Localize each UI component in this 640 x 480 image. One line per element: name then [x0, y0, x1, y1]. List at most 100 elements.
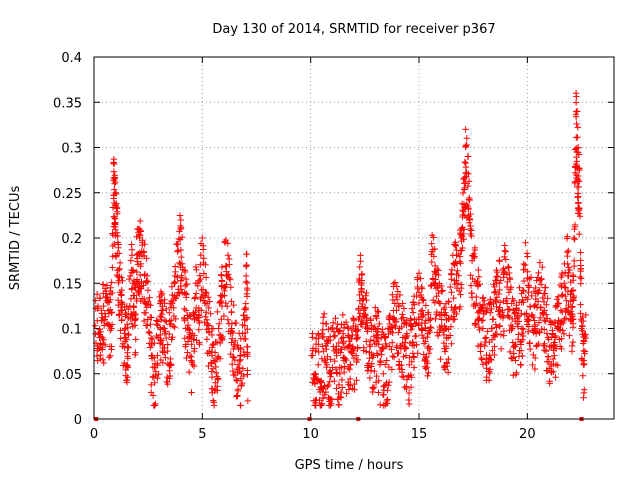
- scatter-point: [580, 361, 587, 368]
- scatter-point: [363, 319, 371, 327]
- scatter-point: [178, 233, 186, 241]
- scatter-point: [369, 384, 376, 391]
- scatter-point: [492, 298, 500, 305]
- scatter-point: [358, 289, 365, 296]
- scatter-point: [112, 189, 119, 196]
- scatter-point: [539, 263, 546, 271]
- scatter-point: [124, 343, 131, 350]
- scatter-point: [340, 368, 348, 376]
- scatter-point: [421, 354, 429, 362]
- scatter-point: [489, 347, 496, 354]
- scatter-point: [117, 335, 124, 342]
- scatter-point: [237, 344, 244, 351]
- scatter-point: [564, 288, 572, 295]
- scatter-point: [228, 325, 235, 332]
- scatter-point: [355, 306, 362, 314]
- scatter-point: [100, 302, 107, 310]
- scatter-point: [182, 307, 190, 314]
- scatter-point: [488, 325, 496, 332]
- scatter-point: [513, 369, 520, 376]
- scatter-point: [481, 335, 489, 342]
- scatter-point: [208, 352, 216, 359]
- scatter-point: [188, 389, 195, 396]
- scatter-point: [389, 353, 396, 360]
- scatter-point: [108, 279, 115, 286]
- scatter-point: [176, 290, 183, 297]
- scatter-point: [105, 354, 113, 361]
- scatter-point: [354, 345, 361, 353]
- scatter-point: [495, 290, 503, 298]
- scatter-point: [356, 275, 363, 282]
- scatter-point: [452, 304, 459, 311]
- scatter-point: [376, 320, 383, 328]
- scatter-point: [95, 345, 103, 352]
- scatter-point: [137, 260, 145, 268]
- scatter-point: [448, 266, 456, 274]
- scatter-point: [410, 354, 418, 361]
- scatter-point: [502, 248, 509, 255]
- scatter-point: [565, 247, 572, 255]
- scatter-point: [211, 349, 219, 356]
- scatter-point: [515, 318, 523, 325]
- scatter-point: [195, 307, 203, 314]
- scatter-point: [480, 310, 487, 318]
- scatter-point: [568, 310, 575, 318]
- scatter-point: [427, 314, 434, 322]
- scatter-point: [327, 336, 334, 344]
- scatter-point: [576, 204, 583, 212]
- scatter-point: [174, 241, 182, 248]
- scatter-point: [375, 308, 382, 316]
- scatter-point: [390, 315, 398, 322]
- scatter-point: [577, 301, 584, 308]
- scatter-point: [159, 324, 167, 332]
- scatter-point: [491, 289, 498, 296]
- scatter-point: [166, 372, 174, 380]
- scatter-point: [362, 311, 369, 319]
- scatter-point: [368, 363, 375, 370]
- scatter-point: [195, 326, 203, 333]
- scatter-point: [569, 286, 577, 294]
- scatter-point: [464, 182, 472, 190]
- scatter-point: [401, 383, 408, 391]
- scatter-point: [400, 373, 407, 381]
- scatter-point: [172, 295, 179, 302]
- scatter-point: [319, 343, 326, 350]
- scatter-point: [541, 326, 548, 333]
- scatter-point: [212, 369, 220, 376]
- scatter-point: [521, 261, 529, 269]
- scatter-point: [203, 322, 211, 329]
- scatter-point: [176, 212, 184, 219]
- scatter-point: [311, 370, 319, 377]
- scatter-point: [483, 307, 490, 314]
- y-tick-label: 0.1: [61, 323, 82, 338]
- scatter-point: [353, 358, 360, 366]
- scatter-point: [144, 278, 152, 285]
- scatter-point: [562, 292, 569, 300]
- scatter-point: [240, 312, 247, 319]
- scatter-point: [519, 352, 526, 360]
- scatter-point: [558, 335, 565, 342]
- scatter-point: [153, 332, 160, 340]
- scatter-point: [425, 327, 433, 334]
- scatter-point: [165, 330, 173, 338]
- scatter-point: [159, 359, 166, 366]
- scatter-point: [207, 310, 214, 317]
- x-tick-label: 15: [411, 427, 428, 442]
- scatter-point: [175, 235, 183, 243]
- scatter-point: [438, 288, 445, 295]
- scatter-point: [500, 265, 507, 272]
- scatter-point: [341, 363, 348, 370]
- scatter-point: [475, 273, 483, 280]
- scatter-point: [200, 255, 207, 262]
- scatter-point: [221, 239, 229, 246]
- scatter-point: [366, 355, 373, 362]
- scatter-point: [343, 344, 351, 352]
- scatter-point: [344, 323, 351, 331]
- scatter-point: [315, 348, 322, 356]
- scatter-point: [183, 354, 190, 362]
- scatter-point: [450, 294, 457, 302]
- scatter-point: [576, 177, 583, 185]
- scatter-point: [332, 315, 339, 322]
- scatter-point: [386, 343, 393, 350]
- scatter-point: [226, 255, 233, 263]
